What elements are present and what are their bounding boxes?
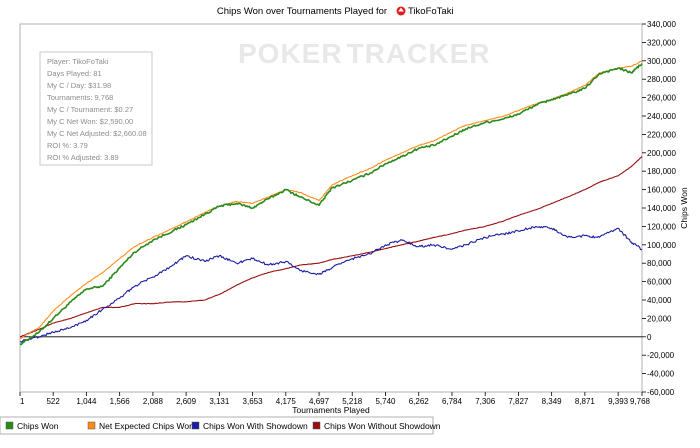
legend-label: Chips Won Without Showdown	[324, 421, 441, 431]
x-tick-label: 9,393	[608, 397, 629, 406]
x-tick-label: 1	[20, 397, 25, 406]
stats-line: Tournaments: 9,768	[47, 93, 113, 102]
x-tick-label: 3,653	[243, 397, 264, 406]
chart-title: Chips Won over Tournaments Played for	[217, 6, 387, 17]
pokerstars-logo-icon	[396, 6, 406, 16]
x-tick-label: 1,566	[110, 397, 131, 406]
x-tick-label: 6,262	[409, 397, 430, 406]
legend-swatch	[87, 421, 96, 430]
y-tick-label: 60,000	[647, 278, 672, 287]
legend: Chips Won Net Expected Chips Won Chips Won…	[0, 416, 441, 435]
y-tick-label: -20,000	[647, 351, 675, 360]
x-tick-label: 522	[46, 397, 60, 406]
y-tick-label: 120,000	[647, 222, 676, 231]
pokertracker-watermark: POKER TRACKER	[238, 38, 490, 69]
x-tick-label: 4,175	[276, 397, 297, 406]
stats-line: My C Net Adjusted: $2,660.08	[47, 129, 147, 138]
series-line-chips-won	[19, 63, 643, 346]
series-group	[19, 60, 643, 346]
x-tick-label: 8,871	[575, 397, 596, 406]
y-tick-label: 340,000	[647, 20, 676, 29]
y-tick-label: 300,000	[647, 57, 676, 66]
stats-line: My C / Tournament: $0.27	[47, 105, 133, 114]
series-line-without-showdown	[19, 156, 643, 338]
x-tick-label: 1,044	[76, 397, 97, 406]
y-tick-label: 180,000	[647, 167, 676, 176]
x-tick-label: 5,218	[342, 397, 363, 406]
y-axis-title: Chips Won	[679, 187, 689, 229]
y-tick-label: 160,000	[647, 186, 676, 195]
y-tick-label: 240,000	[647, 112, 676, 121]
y-tick-label: 20,000	[647, 314, 672, 323]
x-axis: 1 522 1,044 1,566 2,088 2,609 3,131 3,653 4,175 4…	[19, 392, 651, 406]
series-line-with-showdown	[19, 225, 643, 343]
x-tick-label: 8,349	[542, 397, 563, 406]
legend-swatch	[5, 421, 14, 430]
y-tick-label: 260,000	[647, 94, 676, 103]
legend-label: Chips Won	[17, 421, 59, 431]
y-tick-label: 200,000	[647, 149, 676, 158]
stats-line: Days Played: 81	[47, 69, 102, 78]
legend-swatch	[191, 421, 200, 430]
x-tick-label: 7,827	[508, 397, 529, 406]
stats-line: My C Net Won: $2,590.00	[47, 117, 133, 126]
y-tick-label: 220,000	[647, 130, 676, 139]
x-tick-label: 2,088	[143, 397, 164, 406]
y-tick-label: 100,000	[647, 241, 676, 250]
y-tick-label: -40,000	[647, 370, 675, 379]
legend-swatch	[312, 421, 321, 430]
y-tick-label: 140,000	[647, 204, 676, 213]
stats-box: Player: TikoFoTaki Days Played: 81 My C / …	[39, 51, 153, 166]
x-tick-label: 4,697	[309, 397, 330, 406]
legend-label: Net Expected Chips Won	[99, 421, 194, 431]
chart-title-player: TikoFoTaki	[408, 6, 454, 17]
x-tick-label: 9,768	[630, 397, 651, 406]
stats-line: My C / Day: $31.98	[47, 81, 111, 90]
x-tick-label: 5,740	[375, 397, 396, 406]
x-tick-label: 7,306	[475, 397, 496, 406]
y-tick-label: 40,000	[647, 296, 672, 305]
stats-line: ROI %: 3.79	[47, 141, 88, 150]
x-tick-label: 3,131	[209, 397, 230, 406]
stats-line: ROI % Adjusted: 3.89	[47, 153, 119, 162]
y-tick-label: -60,000	[647, 388, 675, 397]
x-axis-title: Tournaments Played	[292, 405, 370, 415]
x-tick-label: 6,784	[442, 397, 463, 406]
stats-line: Player: TikoFoTaki	[47, 57, 109, 66]
y-tick-label: 280,000	[647, 75, 676, 84]
x-tick-label: 2,609	[176, 397, 197, 406]
y-tick-label: 320,000	[647, 38, 676, 47]
y-tick-label: 80,000	[647, 259, 672, 268]
y-axis: -60,000 -40,000 -20,000 0 20,000 40,000 60,000…	[642, 20, 676, 397]
legend-label: Chips Won With Showdown	[203, 421, 308, 431]
y-tick-label: 0	[647, 333, 652, 342]
